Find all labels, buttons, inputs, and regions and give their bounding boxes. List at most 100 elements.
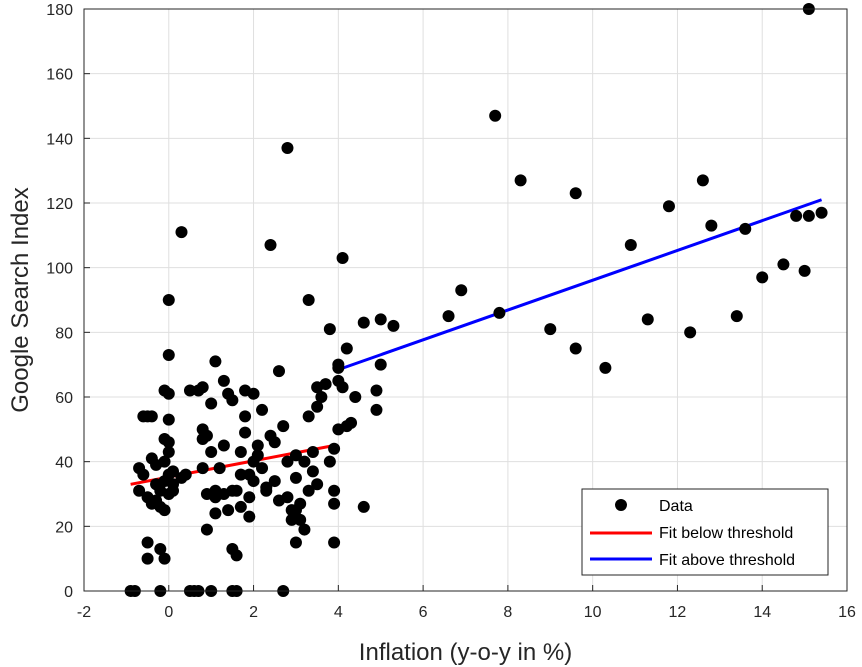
- data-point: [569, 187, 582, 200]
- data-point: [328, 536, 341, 549]
- x-tick-label: -2: [77, 604, 91, 621]
- data-points: [124, 3, 828, 597]
- data-point: [332, 358, 345, 371]
- data-point: [306, 465, 319, 478]
- x-tick-label: 8: [503, 604, 512, 621]
- data-point: [256, 462, 269, 475]
- data-point: [162, 445, 175, 458]
- data-point: [569, 342, 582, 355]
- data-point: [328, 442, 341, 455]
- data-point: [294, 513, 307, 526]
- x-axis-label: Inflation (y-o-y in %): [359, 639, 572, 666]
- data-point: [489, 109, 502, 122]
- data-point: [281, 455, 294, 468]
- data-point: [141, 536, 154, 549]
- data-point: [141, 552, 154, 565]
- data-point: [328, 484, 341, 497]
- data-point: [247, 475, 260, 488]
- data-point: [247, 387, 260, 400]
- x-tick-label: 12: [669, 604, 687, 621]
- data-point: [217, 439, 230, 452]
- data-point: [311, 400, 324, 413]
- x-tick-label: 0: [164, 604, 173, 621]
- y-tick-label: 40: [55, 455, 73, 472]
- data-point: [209, 355, 222, 368]
- data-point: [790, 209, 803, 222]
- data-point: [162, 348, 175, 361]
- data-point: [289, 449, 302, 462]
- data-point: [268, 436, 281, 449]
- legend-label-data: Data: [659, 498, 693, 515]
- data-point: [684, 326, 697, 339]
- data-point: [243, 491, 256, 504]
- data-point: [624, 239, 637, 252]
- y-tick-label: 100: [46, 261, 73, 278]
- data-point: [196, 381, 209, 394]
- data-point: [239, 410, 252, 423]
- data-point: [243, 510, 256, 523]
- data-point: [777, 258, 790, 271]
- data-point: [756, 271, 769, 284]
- data-point: [251, 449, 264, 462]
- data-point: [200, 523, 213, 536]
- data-point: [815, 206, 828, 219]
- data-point: [302, 410, 315, 423]
- data-point: [217, 374, 230, 387]
- data-point: [205, 397, 218, 410]
- data-point: [234, 468, 247, 481]
- data-point: [196, 462, 209, 475]
- y-axis-label: Google Search Index: [7, 187, 34, 412]
- data-point: [340, 342, 353, 355]
- data-point: [730, 310, 743, 323]
- data-point: [230, 484, 243, 497]
- legend: Data Fit below threshold Fit above thres…: [581, 488, 829, 576]
- data-point: [264, 239, 277, 252]
- data-point: [662, 200, 675, 213]
- x-axis-ticks: -2 0 2 4 6 8 10 12 14 16: [77, 585, 856, 621]
- data-point: [370, 403, 383, 416]
- y-tick-label: 120: [46, 196, 73, 213]
- data-point: [200, 429, 213, 442]
- legend-label-above: Fit above threshold: [659, 552, 795, 569]
- data-point: [162, 413, 175, 426]
- data-point: [323, 455, 336, 468]
- x-tick-label: 10: [584, 604, 602, 621]
- x-tick-label: 6: [419, 604, 428, 621]
- data-point: [306, 445, 319, 458]
- data-point: [167, 465, 180, 478]
- data-point: [323, 323, 336, 336]
- data-point: [387, 319, 400, 332]
- data-point: [319, 378, 332, 391]
- data-point: [302, 294, 315, 306]
- y-tick-label: 60: [55, 390, 73, 407]
- x-tick-label: 4: [334, 604, 343, 621]
- data-point: [345, 416, 358, 429]
- data-point: [222, 504, 235, 517]
- data-point: [357, 316, 370, 329]
- data-point: [315, 391, 328, 403]
- data-point: [158, 504, 171, 517]
- data-point: [158, 552, 171, 565]
- data-point: [336, 251, 349, 264]
- y-tick-label: 0: [64, 584, 73, 601]
- data-point: [739, 222, 752, 235]
- data-point: [311, 478, 324, 491]
- data-point: [239, 426, 252, 439]
- data-point: [641, 313, 654, 326]
- x-tick-label: 2: [249, 604, 258, 621]
- data-point: [281, 491, 294, 504]
- data-point: [798, 264, 811, 277]
- data-point: [302, 484, 315, 497]
- data-point: [205, 445, 218, 458]
- y-axis-ticks: 0 20 40 60 80 100 120 140 160 180: [46, 2, 90, 601]
- data-point: [514, 174, 527, 187]
- data-point: [599, 361, 612, 374]
- data-point: [285, 513, 298, 526]
- data-point: [145, 410, 158, 423]
- data-point: [442, 310, 455, 323]
- data-point: [294, 497, 307, 510]
- data-point: [357, 500, 370, 513]
- data-point: [209, 507, 222, 520]
- data-point: [167, 484, 180, 497]
